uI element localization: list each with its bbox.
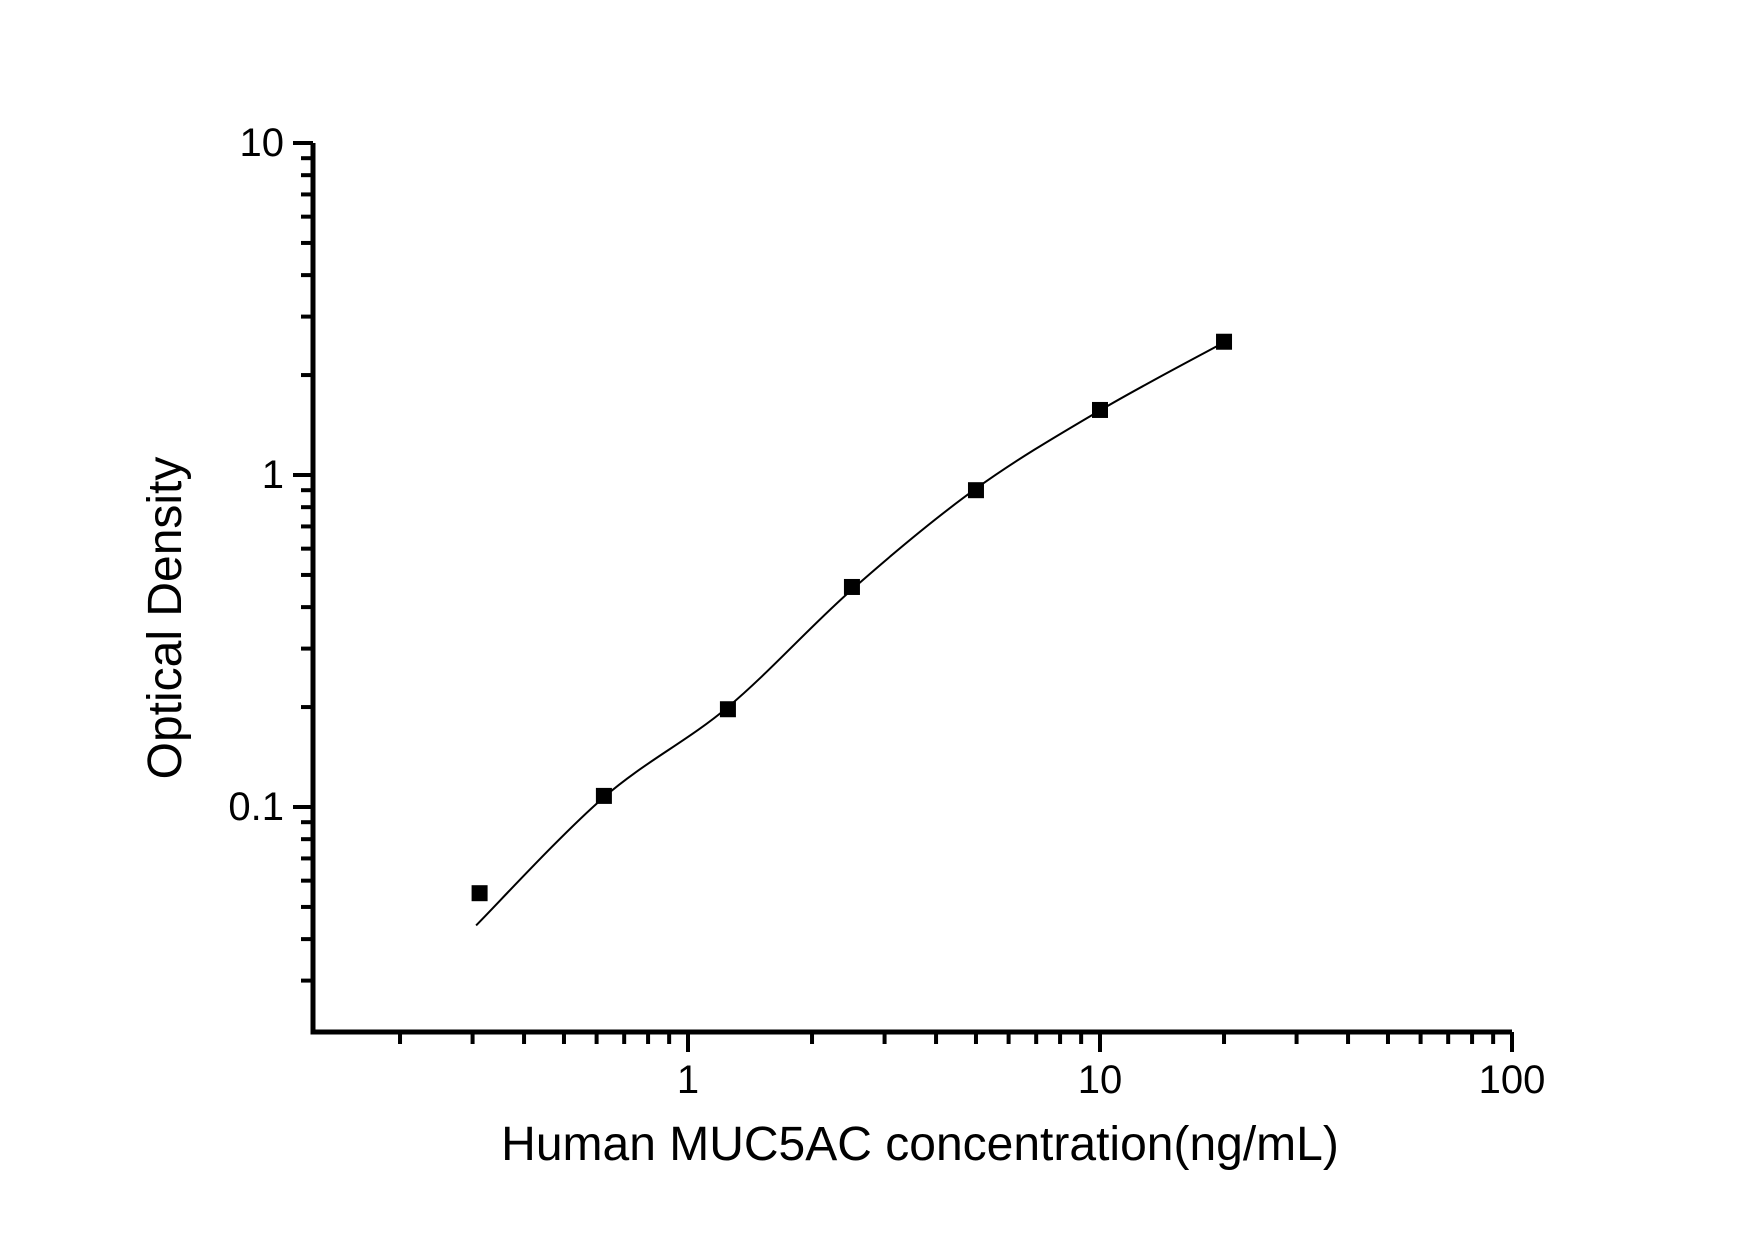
x-tick-label: 1 (677, 1058, 699, 1102)
data-point-marker (471, 885, 488, 902)
y-axis-title: Optical Density (139, 456, 192, 780)
axes-lines (310, 143, 1512, 1035)
y-tick-label: 0.1 (228, 785, 284, 829)
data-point-marker (1092, 401, 1108, 418)
data-point-marker (967, 482, 984, 499)
data-point-marker (1216, 333, 1233, 350)
x-tick-label: 100 (1479, 1058, 1546, 1102)
y-tick-label: 10 (240, 121, 285, 165)
x-axis-title: Human MUC5AC concentration(ng/mL) (501, 1118, 1339, 1171)
fit-curve (475, 342, 1224, 927)
data-point-marker (843, 578, 860, 595)
y-tick-label: 1 (262, 453, 284, 497)
x-tick-label: 10 (1078, 1058, 1123, 1102)
data-point-marker (719, 701, 736, 718)
data-point-marker (595, 787, 612, 804)
